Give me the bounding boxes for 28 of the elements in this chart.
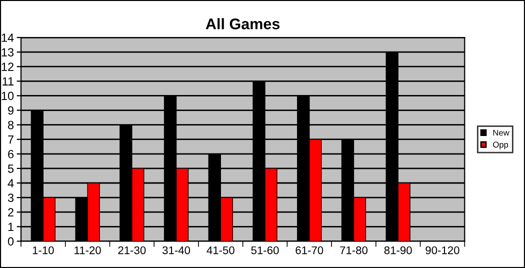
- y-tick-label: 10: [2, 92, 14, 100]
- x-tick-label: 41-50: [206, 246, 234, 254]
- y-tick-label: 2: [8, 208, 14, 216]
- x-tick-label: 11-20: [74, 246, 101, 254]
- y-tick-label: 5: [8, 164, 14, 173]
- y-tick-label: 7: [8, 136, 14, 144]
- y-tick-label: 12: [2, 62, 14, 71]
- y-tick-label: 9: [8, 106, 14, 115]
- x-tick-label: 81-90: [384, 246, 412, 254]
- y-tick-label: 14: [2, 34, 14, 42]
- y-tick-label: 13: [2, 48, 14, 56]
- legend-label: Opp: [493, 142, 508, 150]
- x-tick-label: 21-30: [118, 246, 146, 254]
- y-tick-label: 0: [8, 237, 14, 246]
- x-tick-label: 90-120: [426, 246, 460, 254]
- x-tick-label: 31-40: [162, 246, 190, 254]
- x-tick-label: 61-70: [296, 246, 324, 254]
- y-tick-label: 4: [8, 179, 14, 188]
- y-tick-label: 8: [8, 120, 14, 130]
- y-tick-label: 1: [8, 222, 14, 231]
- y-tick-label: 6: [8, 150, 14, 158]
- x-tick-label: 1-10: [32, 246, 54, 254]
- y-tick-label: 11: [2, 77, 14, 86]
- chart-title: All Games: [206, 18, 280, 30]
- x-tick-label: 51-60: [251, 246, 279, 254]
- x-tick-label: 71-80: [340, 246, 368, 254]
- y-tick-label: 3: [8, 194, 14, 202]
- legend-label: New: [493, 130, 510, 136]
